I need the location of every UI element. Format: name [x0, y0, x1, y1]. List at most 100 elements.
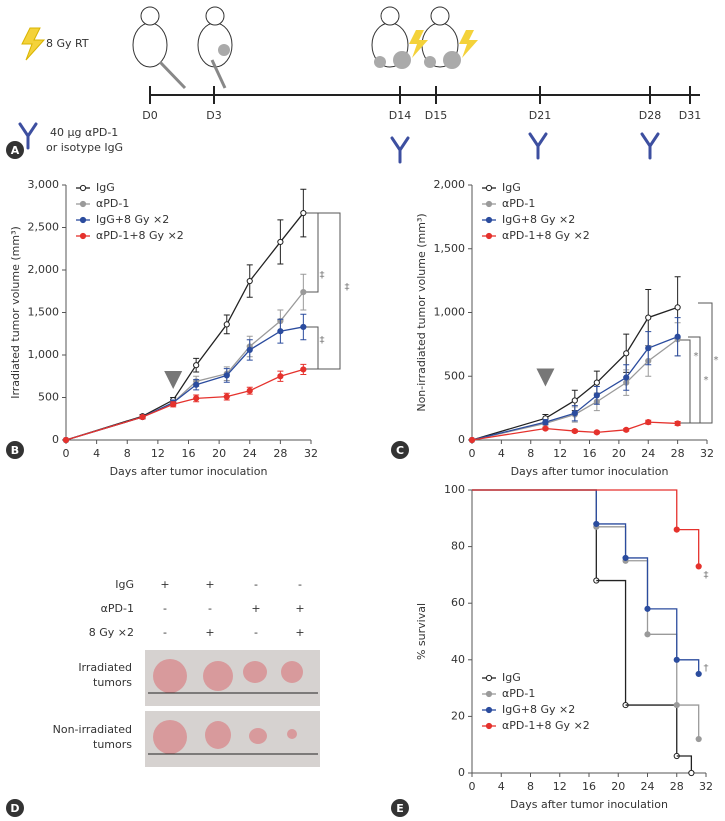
step-segment [676, 755, 693, 773]
x-tick-label: 12 [151, 447, 165, 460]
day-label: D31 [679, 109, 701, 122]
step-segment [472, 489, 678, 530]
legend-label: IgG [96, 181, 115, 194]
panel-badge [391, 799, 409, 817]
x-tick-label: 0 [469, 447, 476, 460]
x-tick-label: 24 [641, 447, 655, 460]
y-tick-label: 2,500 [28, 221, 60, 234]
day-label: D3 [206, 109, 221, 122]
data-point [645, 314, 652, 321]
y-tick-label: 60 [451, 596, 465, 609]
legend-marker [79, 184, 87, 192]
step-segment [625, 560, 649, 635]
y-tick-label: 3,000 [28, 178, 60, 191]
x-tick-label: 32 [699, 780, 713, 793]
legend-marker [485, 200, 493, 208]
panel-badge [6, 141, 24, 159]
x-tick-label: 20 [611, 780, 625, 793]
x-tick-label: 8 [527, 780, 534, 793]
step-segment [676, 704, 700, 740]
row-label: Non-irradiated [53, 723, 132, 736]
data-point [593, 392, 600, 399]
data-point [593, 429, 600, 436]
legend-label: IgG+8 Gy ×2 [96, 213, 169, 226]
step-segment [596, 579, 627, 706]
x-tick-label: 0 [63, 447, 70, 460]
legend-marker [485, 184, 493, 192]
data-point [62, 436, 70, 444]
antibody-label: 40 µg αPD-1 [50, 126, 118, 139]
x-tick-label: 16 [582, 780, 596, 793]
y-tick-label: 2,000 [434, 178, 466, 191]
data-point [223, 393, 230, 400]
significance: * [704, 375, 709, 386]
x-axis-label: Days after tumor inoculation [511, 465, 669, 478]
step-segment [472, 489, 597, 581]
condition-sign: + [160, 578, 169, 591]
sig-bracket [305, 212, 319, 293]
condition-label: αPD-1 [101, 602, 134, 615]
legend-label: αPD-1 [96, 197, 129, 210]
y-tick-label: 1,500 [28, 306, 60, 319]
x-tick-label: 16 [182, 447, 196, 460]
significance: * [694, 351, 699, 362]
y-axis-label: Non-irradiated tumor volume (mm³) [415, 213, 428, 411]
legend-marker [485, 216, 493, 224]
day-label: D14 [389, 109, 411, 122]
day-label: D21 [529, 109, 551, 122]
data-point [571, 397, 578, 404]
significance: ‡ [320, 335, 325, 346]
x-tick-label: 32 [700, 447, 714, 460]
step-segment [676, 659, 700, 674]
data-point [623, 350, 630, 357]
legend-label: αPD-1+8 Gy ×2 [502, 719, 590, 732]
panel-badge [391, 441, 409, 459]
step-segment [472, 489, 597, 524]
data-point [645, 345, 652, 352]
timeline-art [18, 6, 700, 164]
data-point [542, 419, 549, 426]
x-tick-label: 28 [671, 447, 685, 460]
y-axis-label: Irradiated tumor volume (mm³) [9, 226, 22, 399]
data-point [139, 413, 146, 421]
legend-label: αPD-1+8 Gy ×2 [96, 229, 184, 242]
legend-label: IgG [502, 671, 521, 684]
condition-label: 8 Gy ×2 [89, 626, 134, 639]
y-tick-label: 80 [451, 540, 465, 553]
x-tick-label: 4 [93, 447, 100, 460]
legend-label: αPD-1+8 Gy ×2 [502, 229, 590, 242]
step-segment [625, 704, 678, 757]
significance: † [704, 663, 709, 674]
significance: ‡ [704, 570, 709, 581]
x-tick-label: 4 [498, 447, 505, 460]
y-tick-label: 0 [458, 433, 465, 446]
legend-label: αPD-1 [502, 687, 535, 700]
x-tick-label: 24 [243, 447, 257, 460]
data-point [468, 436, 476, 444]
data-point [223, 372, 230, 379]
data-point [571, 410, 578, 417]
y-tick-label: 1,000 [28, 348, 60, 361]
data-point [193, 395, 200, 402]
x-tick-label: 12 [553, 780, 567, 793]
legend-marker [485, 722, 493, 730]
x-axis-label: Days after tumor inoculation [510, 798, 668, 811]
panel-badge [6, 441, 24, 459]
row-label: tumors [93, 738, 132, 751]
x-tick-label: 20 [212, 447, 226, 460]
x-tick-label: 8 [527, 447, 534, 460]
rt-label: 8 Gy RT [46, 37, 89, 50]
series-line [65, 291, 304, 441]
row-label: Irradiated [78, 661, 132, 674]
condition-sign: - [254, 626, 258, 639]
data-point [277, 373, 284, 380]
condition-sign: - [163, 602, 167, 615]
day-label: D0 [142, 109, 157, 122]
y-axis-label: % survival [415, 603, 428, 660]
step-segment [625, 557, 649, 609]
data-point [300, 366, 307, 373]
legend-marker [485, 232, 493, 240]
step-segment [596, 526, 627, 561]
step-segment [647, 608, 678, 660]
step-segment [596, 523, 627, 558]
